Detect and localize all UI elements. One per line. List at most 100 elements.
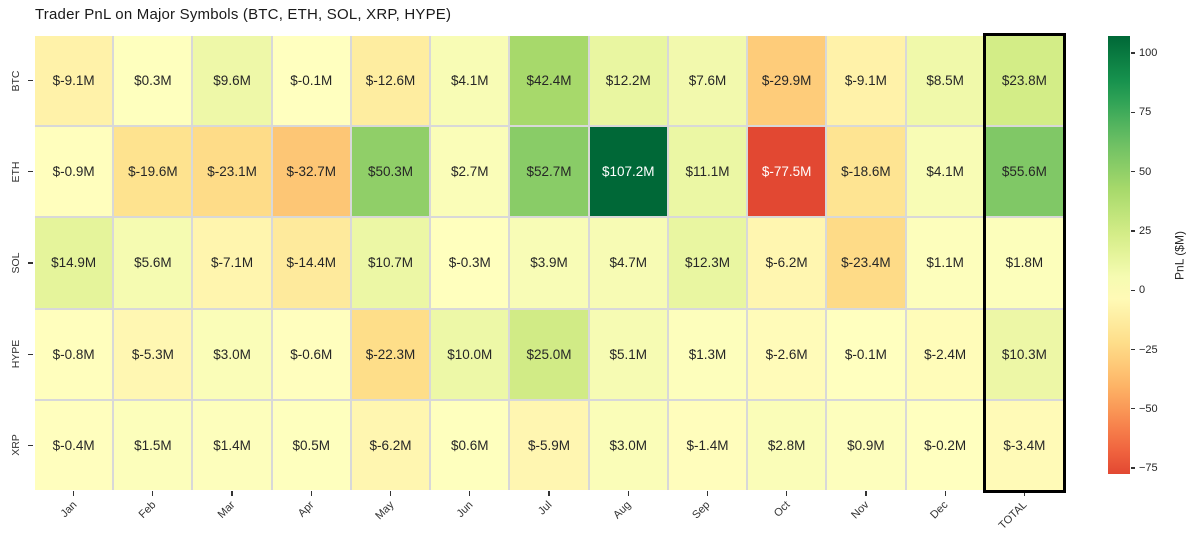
heatmap-cell: $107.2M (589, 127, 667, 217)
heatmap-cell: $-18.6M (827, 127, 905, 217)
x-tick (627, 491, 629, 496)
x-tick-label: TOTAL (997, 499, 1030, 532)
heatmap-cell: $-6.2M (351, 400, 430, 490)
heatmap-cell: $10.0M (431, 309, 509, 399)
heatmap-cell: $-0.9M (35, 127, 113, 217)
x-tick-label: Mar (215, 499, 238, 521)
colorbar-tick-label: 100 (1139, 47, 1158, 60)
x-tick (944, 491, 946, 496)
heatmap-cell: $-32.7M (272, 127, 350, 217)
colorbar-tick (1131, 348, 1135, 351)
colorbar-tick-label: 0 (1139, 284, 1146, 297)
heatmap-cell: $1.8M (985, 218, 1063, 308)
heatmap-cell: $-19.6M (114, 127, 192, 217)
heatmap-cell: $1.5M (114, 400, 192, 490)
heatmap-cell: $1.3M (668, 309, 747, 399)
heatmap-cell: $25.0M (510, 309, 588, 399)
heatmap-cell: $50.3M (351, 127, 430, 217)
heatmap-cell: $-0.1M (827, 309, 905, 399)
heatmap-cell: $1.4M (193, 400, 271, 490)
heatmap-grid: $-9.1M $0.3M $9.6M $-0.1M $-12.6M $4.1M $42.4M… (35, 36, 1063, 490)
colorbar-tick (1131, 52, 1135, 54)
colorbar-tick-label: −25 (1139, 343, 1158, 356)
colorbar-tick-label: 25 (1139, 224, 1152, 237)
heatmap-cell: $0.9M (827, 400, 905, 490)
x-tick (152, 491, 154, 496)
x-tick (706, 491, 709, 496)
y-tick-label: XRP (10, 434, 22, 457)
heatmap-cell: $10.3M (985, 309, 1063, 399)
heatmap-cell: $-3.4M (985, 400, 1063, 490)
heatmap-cell: $3.9M (510, 218, 588, 308)
heatmap-cell: $10.7M (351, 218, 430, 308)
x-tick-label: Jul (536, 499, 555, 518)
heatmap-cell: $14.9M (35, 218, 113, 308)
y-tick (28, 262, 33, 264)
colorbar-tick-label: −75 (1139, 462, 1158, 475)
colorbar-tick (1131, 111, 1135, 113)
x-tick (310, 491, 312, 496)
heatmap-cell: $-2.6M (748, 309, 826, 399)
x-tick-label: Jun (454, 499, 476, 521)
x-tick-label: Nov (849, 499, 872, 522)
heatmap-cell: $-22.3M (351, 309, 430, 399)
heatmap-cell: $-0.6M (272, 309, 350, 399)
heatmap-cell: $3.0M (193, 309, 271, 399)
colorbar-tick (1131, 171, 1135, 173)
heatmap-cell: $-5.9M (510, 400, 588, 490)
heatmap-cell: $-1.4M (668, 400, 747, 490)
y-tick-label: HYPE (10, 339, 22, 369)
heatmap-cell: $-0.1M (272, 36, 350, 126)
x-tick (469, 491, 471, 496)
x-tick-label: Aug (611, 499, 634, 522)
colorbar-tick (1131, 467, 1135, 469)
colorbar-tick-label: −50 (1139, 402, 1158, 415)
heatmap-cell: $-5.3M (114, 309, 192, 399)
heatmap-cell: $52.7M (510, 127, 588, 217)
heatmap-cell: $5.6M (114, 218, 192, 308)
heatmap-cell: $-7.1M (193, 218, 271, 308)
heatmap-cell: $-2.4M (906, 309, 984, 399)
colorbar-tick (1131, 289, 1135, 291)
y-tick-label: SOL (10, 252, 22, 274)
heatmap-cell: $-6.2M (748, 218, 826, 308)
heatmap-cell: $-9.1M (35, 36, 113, 126)
heatmap-cell: $4.1M (906, 127, 984, 217)
heatmap-cell: $12.2M (589, 36, 667, 126)
x-tick (389, 491, 392, 496)
heatmap-cell: $42.4M (510, 36, 588, 126)
y-tick (28, 444, 33, 446)
x-tick-label: Dec (928, 499, 951, 522)
heatmap-cell: $9.6M (193, 36, 271, 126)
heatmap-cell: $4.1M (431, 36, 509, 126)
heatmap-cell: $-0.4M (35, 400, 113, 490)
y-tick-label: ETH (10, 161, 22, 183)
colorbar-axis-label: PnL ($M) (1172, 230, 1187, 280)
heatmap-cell: $4.7M (589, 218, 667, 308)
x-tick-label: Oct (771, 499, 793, 520)
colorbar-tick-label: 75 (1139, 106, 1152, 119)
x-tick (231, 491, 233, 496)
heatmap-cell: $0.6M (431, 400, 509, 490)
x-tick-label: Feb (136, 499, 159, 521)
heatmap-cell: $-23.4M (827, 218, 905, 308)
colorbar-tick (1131, 408, 1135, 410)
x-tick-label: Apr (296, 499, 317, 520)
heatmap-cell: $55.6M (985, 127, 1063, 217)
heatmap-cell: $-14.4M (272, 218, 350, 308)
y-tick (28, 353, 33, 355)
colorbar-tick (1131, 230, 1135, 232)
y-tick-label: BTC (10, 70, 22, 92)
colorbar-gradient (1108, 36, 1130, 474)
heatmap-cell: $3.0M (589, 400, 667, 490)
heatmap-cell: $-12.6M (351, 36, 430, 126)
heatmap-cell: $11.1M (668, 127, 747, 217)
heatmap-cell: $-77.5M (748, 127, 826, 217)
x-tick-label: May (372, 499, 397, 523)
x-tick (548, 491, 550, 496)
colorbar-tick-label: 50 (1139, 165, 1152, 178)
x-tick (786, 491, 788, 496)
heatmap-cell: $1.1M (906, 218, 984, 308)
heatmap-cell: $-0.8M (35, 309, 113, 399)
heatmap-cell: $0.5M (272, 400, 350, 490)
